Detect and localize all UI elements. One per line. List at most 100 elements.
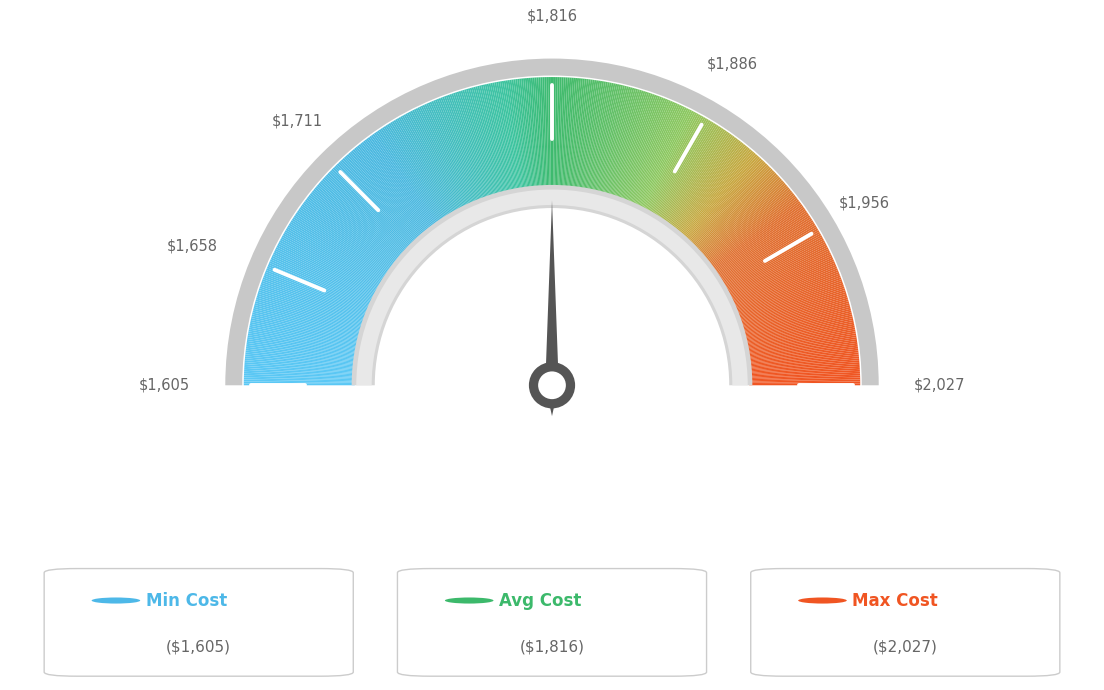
Text: Avg Cost: Avg Cost: [499, 591, 582, 609]
Wedge shape: [546, 77, 550, 188]
Wedge shape: [453, 92, 490, 199]
Wedge shape: [383, 126, 445, 220]
Wedge shape: [692, 169, 773, 248]
Wedge shape: [743, 308, 851, 337]
Wedge shape: [247, 337, 358, 355]
Wedge shape: [634, 105, 681, 206]
Wedge shape: [379, 129, 442, 222]
Wedge shape: [569, 78, 580, 189]
Wedge shape: [244, 372, 354, 378]
Wedge shape: [244, 364, 355, 373]
Wedge shape: [746, 328, 856, 350]
Wedge shape: [730, 253, 831, 302]
Wedge shape: [646, 115, 700, 213]
Wedge shape: [657, 124, 718, 219]
Wedge shape: [667, 135, 733, 226]
Wedge shape: [718, 219, 813, 279]
Wedge shape: [252, 314, 360, 341]
Wedge shape: [576, 79, 593, 190]
Wedge shape: [357, 146, 428, 233]
Wedge shape: [444, 96, 484, 201]
Wedge shape: [572, 79, 585, 189]
Wedge shape: [728, 244, 827, 296]
Wedge shape: [720, 224, 816, 283]
Wedge shape: [584, 81, 604, 191]
Wedge shape: [524, 78, 535, 189]
Wedge shape: [686, 158, 762, 241]
Wedge shape: [735, 272, 839, 314]
Wedge shape: [449, 94, 488, 199]
Wedge shape: [464, 89, 497, 196]
Text: $1,605: $1,605: [139, 378, 190, 393]
Wedge shape: [697, 176, 779, 252]
Wedge shape: [555, 77, 560, 188]
Wedge shape: [341, 159, 418, 242]
Wedge shape: [360, 143, 431, 231]
Wedge shape: [704, 189, 790, 261]
Wedge shape: [686, 159, 763, 242]
Wedge shape: [652, 120, 711, 216]
Wedge shape: [741, 297, 848, 331]
Wedge shape: [712, 206, 804, 271]
Wedge shape: [586, 82, 608, 191]
Wedge shape: [479, 86, 507, 194]
Wedge shape: [264, 274, 368, 315]
Wedge shape: [408, 112, 461, 210]
Wedge shape: [604, 88, 635, 195]
Wedge shape: [671, 139, 740, 228]
Wedge shape: [287, 227, 383, 285]
Wedge shape: [312, 190, 400, 262]
Text: ($1,816): ($1,816): [520, 640, 584, 655]
Wedge shape: [417, 107, 467, 208]
Wedge shape: [721, 227, 817, 285]
Wedge shape: [301, 204, 392, 270]
Text: Min Cost: Min Cost: [146, 591, 227, 609]
Wedge shape: [736, 274, 840, 315]
Wedge shape: [503, 81, 522, 190]
Wedge shape: [662, 130, 726, 223]
Wedge shape: [573, 79, 587, 189]
Wedge shape: [710, 201, 800, 268]
Wedge shape: [290, 220, 385, 281]
Wedge shape: [702, 184, 787, 257]
Wedge shape: [266, 268, 370, 311]
Wedge shape: [342, 158, 418, 241]
Wedge shape: [616, 94, 655, 199]
Wedge shape: [442, 97, 482, 201]
Wedge shape: [402, 115, 457, 213]
Wedge shape: [433, 100, 477, 204]
Wedge shape: [255, 301, 362, 333]
Wedge shape: [319, 181, 404, 256]
Wedge shape: [246, 346, 357, 362]
Wedge shape: [750, 372, 860, 378]
Wedge shape: [325, 176, 407, 252]
Wedge shape: [607, 89, 640, 196]
Wedge shape: [745, 326, 854, 348]
Wedge shape: [703, 187, 789, 259]
Wedge shape: [282, 235, 380, 290]
Wedge shape: [489, 83, 512, 193]
Wedge shape: [463, 90, 496, 197]
Wedge shape: [244, 382, 354, 384]
Wedge shape: [421, 106, 469, 207]
Wedge shape: [593, 83, 617, 193]
Wedge shape: [532, 77, 541, 188]
Wedge shape: [629, 101, 675, 204]
Wedge shape: [643, 112, 696, 210]
Wedge shape: [656, 123, 715, 218]
Wedge shape: [734, 268, 838, 311]
Wedge shape: [749, 355, 859, 366]
Wedge shape: [723, 233, 821, 289]
Wedge shape: [739, 286, 845, 323]
Wedge shape: [540, 77, 545, 188]
Wedge shape: [364, 139, 433, 228]
Wedge shape: [521, 79, 533, 189]
Wedge shape: [665, 132, 730, 224]
Wedge shape: [476, 86, 505, 194]
Wedge shape: [746, 331, 856, 352]
Wedge shape: [661, 128, 723, 221]
FancyBboxPatch shape: [751, 569, 1060, 676]
Wedge shape: [739, 284, 843, 322]
Circle shape: [445, 598, 493, 604]
Wedge shape: [648, 116, 704, 214]
